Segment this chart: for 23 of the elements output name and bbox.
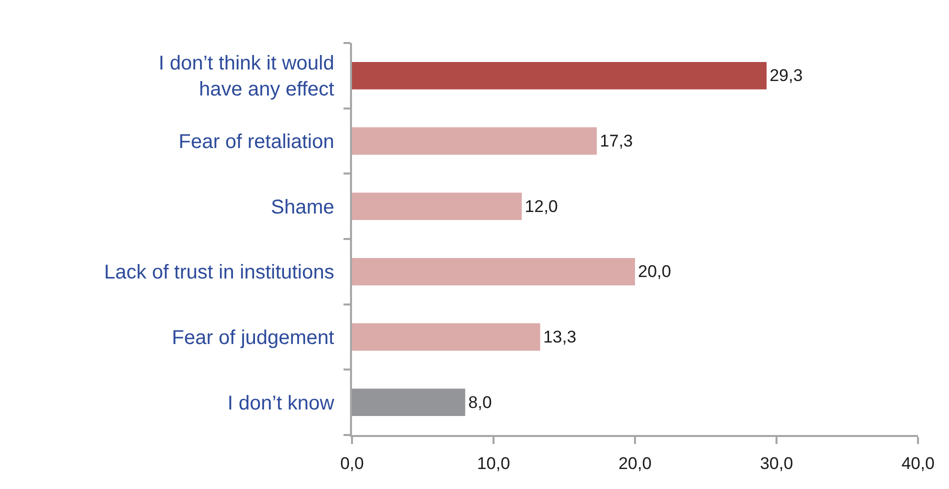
bar xyxy=(352,127,597,155)
x-tick-label: 20,0 xyxy=(618,454,652,474)
x-tick-label: 0,0 xyxy=(340,454,364,474)
bar xyxy=(352,388,466,416)
bar xyxy=(352,192,522,220)
y-tick-label: Lack of trust in institutions xyxy=(104,262,334,284)
bar xyxy=(352,62,767,90)
y-tick-label: Fear of retaliation xyxy=(178,131,334,153)
data-label: 29,3 xyxy=(770,66,803,86)
bar xyxy=(352,323,540,351)
y-tick-label: Shame xyxy=(270,196,334,218)
x-tick-label: 30,0 xyxy=(760,454,794,474)
data-label: 20,0 xyxy=(638,262,672,282)
data-label: 12,0 xyxy=(524,196,558,216)
y-tick-label: Fear of judgement xyxy=(172,327,335,349)
x-tick-label: 40,0 xyxy=(901,454,935,474)
data-label: 17,3 xyxy=(600,132,633,150)
data-label: 8,0 xyxy=(468,392,492,412)
x-tick-label: 10,0 xyxy=(476,454,510,474)
y-tick-label: I don’t know xyxy=(228,392,335,414)
data-label: 13,3 xyxy=(543,328,576,346)
bar xyxy=(352,258,635,286)
y-tick-label: I don’t think it would have any effect xyxy=(158,52,335,101)
